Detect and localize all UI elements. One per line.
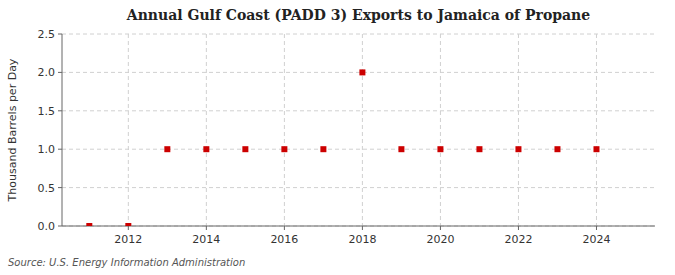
x-grid-line <box>284 34 285 226</box>
y-tick <box>58 110 62 111</box>
x-grid-line <box>596 34 597 226</box>
point <box>554 146 560 152</box>
x-tick <box>596 226 597 230</box>
y-axis-label: Thousand Barrels per Day <box>6 58 19 202</box>
y-grid-line <box>62 149 655 150</box>
x-tick <box>362 226 363 230</box>
y-grid-line <box>62 72 655 73</box>
y-tick-label: 1.0 <box>38 143 56 156</box>
point <box>281 146 287 152</box>
x-tick-label: 2018 <box>348 233 376 246</box>
point <box>476 146 482 152</box>
point <box>242 146 248 152</box>
y-tick-label: 1.5 <box>38 105 56 118</box>
points <box>86 69 599 226</box>
chart: 0.0 0.5 1.0 1.5 2.0 2.5 2012 2014 2016 2018 2020 20… <box>0 0 675 275</box>
x-tick <box>284 226 285 230</box>
x-tick-label: 2020 <box>426 233 454 246</box>
y-grid-line <box>62 34 655 35</box>
x-tick-label: 2022 <box>504 233 532 246</box>
x-tick <box>440 226 441 230</box>
x-axis-line <box>62 226 655 227</box>
x-grid-line <box>362 34 363 226</box>
y-tick <box>58 72 62 73</box>
y-grid-line <box>62 187 655 188</box>
plot-area <box>62 34 655 226</box>
point <box>398 146 404 152</box>
y-tick-label: 0.0 <box>38 220 56 233</box>
x-tick <box>206 226 207 230</box>
point <box>437 146 443 152</box>
x-grid-line <box>440 34 441 226</box>
source-annotation: Source: U.S. Energy Information Administ… <box>8 257 245 268</box>
point <box>593 146 599 152</box>
point <box>515 146 521 152</box>
point <box>359 69 365 75</box>
title: Annual Gulf Coast (PADD 3) Exports to Ja… <box>126 7 590 23</box>
point <box>164 146 170 152</box>
y-tick-label: 2.0 <box>38 66 56 79</box>
x-grid-line <box>206 34 207 226</box>
point <box>203 146 209 152</box>
y-grid-line <box>62 226 655 227</box>
point <box>86 223 92 226</box>
x-tick <box>518 226 519 230</box>
x-tick <box>128 226 129 230</box>
x-grid-line <box>518 34 519 226</box>
x-tick-label: 2024 <box>582 233 610 246</box>
y-tick-label: 0.5 <box>38 182 56 195</box>
y-tick-label: 2.5 <box>38 28 56 41</box>
y-tick <box>58 226 62 227</box>
x-tick-label: 2012 <box>114 233 142 246</box>
y-grid-line <box>62 110 655 111</box>
axes: 0.0 0.5 1.0 1.5 2.0 2.5 2012 2014 2016 2018 2020 20… <box>38 28 656 246</box>
point <box>125 223 131 226</box>
y-tick <box>58 187 62 188</box>
y-axis-line <box>62 34 63 226</box>
y-tick <box>58 149 62 150</box>
point <box>320 146 326 152</box>
x-grid-line <box>128 34 129 226</box>
grid <box>62 34 655 226</box>
y-tick <box>58 34 62 35</box>
x-tick-label: 2014 <box>192 233 220 246</box>
x-tick-label: 2016 <box>270 233 298 246</box>
